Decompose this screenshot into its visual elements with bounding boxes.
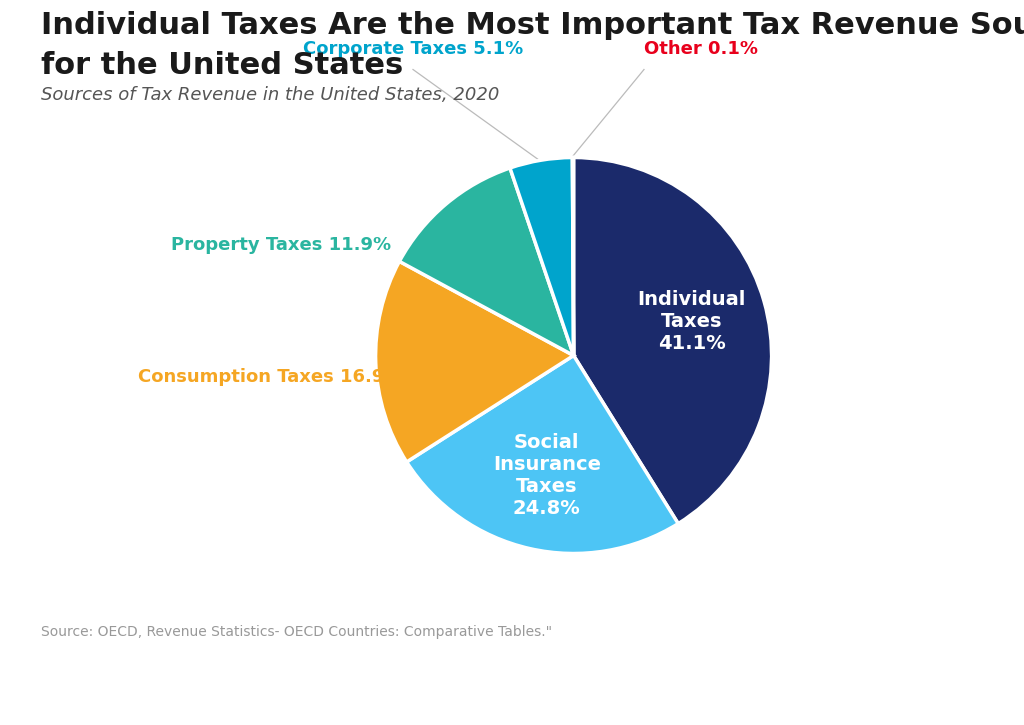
Text: Sources of Tax Revenue in the United States, 2020: Sources of Tax Revenue in the United Sta… [41, 86, 500, 104]
Text: Source: OECD, Revenue Statistics- OECD Countries: Comparative Tables.": Source: OECD, Revenue Statistics- OECD C… [41, 626, 552, 639]
Text: Property Taxes 11.9%: Property Taxes 11.9% [171, 236, 391, 254]
Wedge shape [376, 262, 573, 462]
Text: Corporate Taxes 5.1%: Corporate Taxes 5.1% [303, 41, 523, 59]
Wedge shape [407, 355, 678, 553]
Text: Other 0.1%: Other 0.1% [644, 41, 758, 59]
Text: Individual Taxes Are the Most Important Tax Revenue Source: Individual Taxes Are the Most Important … [41, 11, 1024, 40]
Text: Consumption Taxes 16.9%: Consumption Taxes 16.9% [138, 368, 402, 386]
Text: for the United States: for the United States [41, 51, 403, 80]
Text: Individual
Taxes
41.1%: Individual Taxes 41.1% [637, 290, 745, 353]
Text: TAX FOUNDATION: TAX FOUNDATION [23, 683, 202, 700]
Wedge shape [572, 157, 573, 355]
Wedge shape [510, 157, 573, 355]
Text: @TaxFoundation: @TaxFoundation [853, 683, 1001, 700]
Wedge shape [399, 168, 573, 355]
Text: Social
Insurance
Taxes
24.8%: Social Insurance Taxes 24.8% [493, 433, 601, 518]
Wedge shape [573, 157, 772, 523]
